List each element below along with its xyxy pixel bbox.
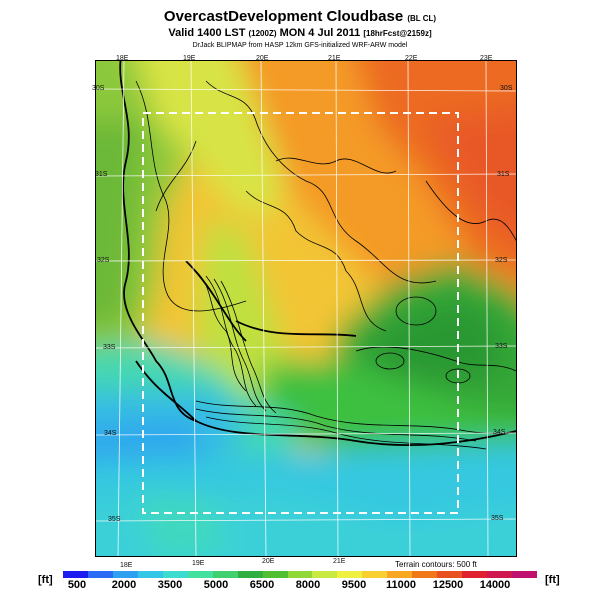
colorbar-tick-2000: 2000 (111, 579, 137, 591)
colorbar-unit-right: [ft] (545, 574, 560, 586)
lat-left-0: 30S (92, 85, 105, 92)
valid-time: Valid 1400 LST (1200Z) MON 4 Jul 2011 [1… (168, 27, 432, 39)
graticule (96, 61, 516, 556)
colorbar-tick-5000: 5000 (203, 579, 229, 591)
colorbar-tick-8000: 8000 (295, 579, 321, 591)
lat-right-3: 33S (495, 343, 508, 350)
colorbar-segment (137, 571, 164, 578)
colorbar-segment (212, 571, 239, 578)
colorbar-segment (187, 571, 214, 578)
lat-right-2: 32S (495, 257, 508, 264)
lat-left-2: 32S (97, 257, 110, 264)
colorbar-segment (412, 571, 438, 578)
lon-bottom-2: 20E (262, 558, 275, 565)
colorbar-segment (162, 571, 189, 578)
lon-top-3: 21E (328, 55, 341, 62)
cloudbase-map[interactable] (95, 60, 517, 557)
colorbar-tick-6500: 6500 (249, 579, 275, 591)
colorbar (63, 571, 538, 578)
lon-bottom-3: 21E (333, 558, 346, 565)
map-canvas (96, 61, 516, 556)
colorbar-segment (437, 571, 463, 578)
colorbar-segment (87, 571, 114, 578)
terrain-contour-note: Terrain contours: 500 ft (395, 560, 477, 569)
lat-right-0: 30S (500, 85, 513, 92)
lat-right-1: 31S (497, 171, 510, 178)
lon-bottom-1: 19E (192, 560, 205, 567)
colorbar-tick-14000: 14000 (479, 579, 511, 591)
colorbar-tick-500: 500 (67, 579, 87, 591)
lon-top-2: 20E (256, 55, 269, 62)
lon-top-0: 18E (116, 55, 129, 62)
lat-left-1: 31S (95, 171, 108, 178)
colorbar-segment (262, 571, 289, 578)
colorbar-segment (287, 571, 313, 578)
cloudbase-field (96, 61, 516, 556)
lon-bottom-0: 18E (120, 562, 133, 569)
lon-top-4: 22E (405, 55, 418, 62)
terrain-contours (135, 80, 516, 450)
model-credit: DrJack BLIPMAP from HASP 12km GFS-initia… (192, 42, 408, 49)
colorbar-segment (312, 571, 338, 578)
colorbar-segment (112, 571, 139, 578)
colorbar-segment (362, 571, 388, 578)
colorbar-segment (237, 571, 264, 578)
map-title: OvercastDevelopment Cloudbase (BL CL) (163, 8, 437, 25)
colorbar-segment (462, 571, 488, 578)
lat-right-4: 34S (493, 429, 506, 436)
colorbar-tick-9500: 9500 (341, 579, 367, 591)
colorbar-unit-left: [ft] (38, 574, 53, 586)
colorbar-tick-12500: 12500 (432, 579, 464, 591)
colorbar-tick-3500: 3500 (157, 579, 183, 591)
lat-right-5: 35S (491, 515, 504, 522)
lon-top-1: 19E (183, 55, 196, 62)
domain-boundary (142, 112, 459, 514)
lat-left-4: 34S (104, 430, 117, 437)
colorbar-segment (337, 571, 363, 578)
colorbar-segment (487, 571, 513, 578)
colorbar-segment (63, 571, 89, 578)
colorbar-tick-11000: 11000 (386, 579, 416, 591)
lat-left-5: 35S (108, 516, 121, 523)
lon-top-5: 23E (480, 55, 493, 62)
coast-outline (119, 61, 516, 447)
colorbar-segment (512, 571, 538, 578)
colorbar-segment (387, 571, 413, 578)
lat-left-3: 33S (103, 344, 116, 351)
